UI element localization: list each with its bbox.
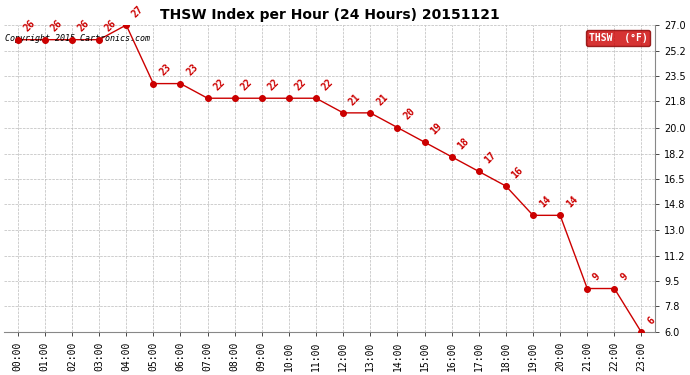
Text: 21: 21 xyxy=(347,92,363,107)
Text: 18: 18 xyxy=(455,135,471,151)
Text: 14: 14 xyxy=(537,194,553,210)
Text: 26: 26 xyxy=(76,18,91,34)
Text: 22: 22 xyxy=(239,77,254,92)
Text: 23: 23 xyxy=(157,62,172,78)
Text: 26: 26 xyxy=(104,18,119,34)
Legend: THSW  (°F): THSW (°F) xyxy=(586,30,650,46)
Text: 26: 26 xyxy=(22,18,37,34)
Title: THSW Index per Hour (24 Hours) 20151121: THSW Index per Hour (24 Hours) 20151121 xyxy=(160,9,500,22)
Text: 23: 23 xyxy=(184,62,200,78)
Text: 16: 16 xyxy=(510,165,525,180)
Text: Copyright 2015 Cartronics.com: Copyright 2015 Cartronics.com xyxy=(6,34,150,43)
Text: 6: 6 xyxy=(646,315,657,327)
Text: 20: 20 xyxy=(402,106,417,122)
Text: 22: 22 xyxy=(212,77,227,92)
Text: 9: 9 xyxy=(591,272,602,283)
Text: 9: 9 xyxy=(618,272,630,283)
Text: 21: 21 xyxy=(375,92,390,107)
Text: 22: 22 xyxy=(266,77,282,92)
Text: 27: 27 xyxy=(130,4,146,19)
Text: 22: 22 xyxy=(320,77,335,92)
Text: 14: 14 xyxy=(564,194,580,210)
Text: 22: 22 xyxy=(293,77,308,92)
Text: 19: 19 xyxy=(428,121,444,136)
Text: 26: 26 xyxy=(49,18,64,34)
Text: 17: 17 xyxy=(483,150,498,166)
